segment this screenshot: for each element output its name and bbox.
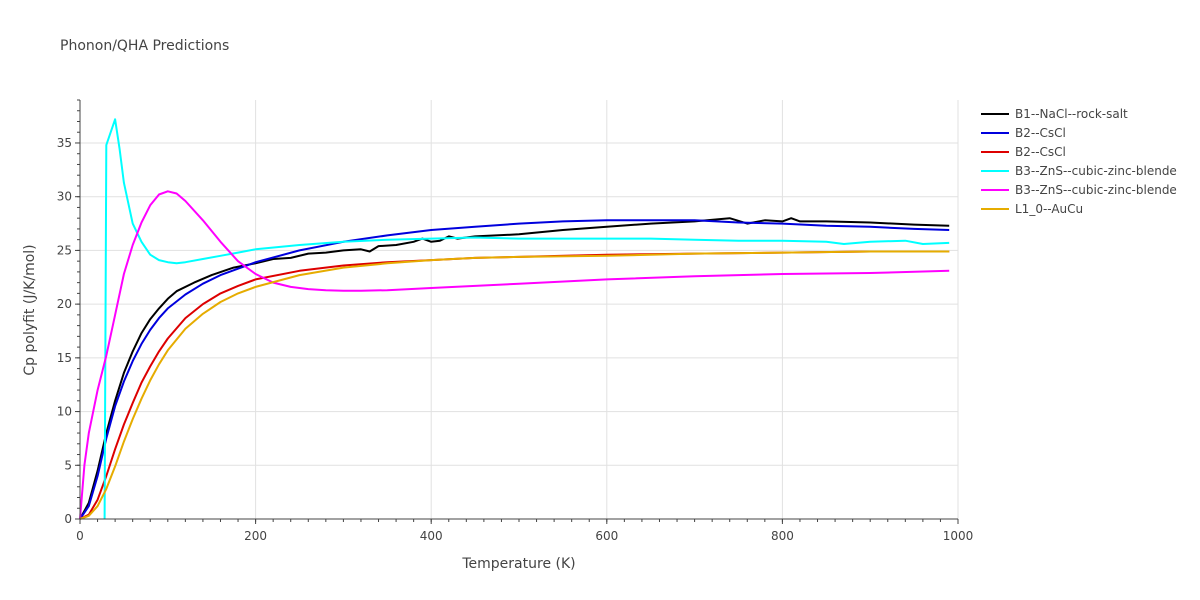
y-tick-label: 5 bbox=[64, 458, 72, 472]
y-tick-label: 30 bbox=[57, 190, 72, 204]
legend-label-5: B3--ZnS--cubic-zinc-blende bbox=[1015, 183, 1177, 197]
series-lines bbox=[79, 118, 950, 520]
legend-label-2: B2--CsCl bbox=[1015, 126, 1066, 140]
y-axis-title: Cp polyfit (J/K/mol) bbox=[22, 244, 38, 375]
chart-title: Phonon/QHA Predictions bbox=[60, 38, 229, 54]
legend-label-4: B3--ZnS--cubic-zinc-blende bbox=[1015, 164, 1177, 178]
series-line-3 bbox=[79, 250, 950, 520]
series-line-6 bbox=[79, 250, 950, 520]
axes: 0 200 400 600 800 1000 0 5 10 15 20 25 30 35 bbox=[57, 99, 974, 543]
y-tick-label: 0 bbox=[64, 512, 72, 526]
y-tick-label: 10 bbox=[57, 405, 72, 419]
x-tick-label: 0 bbox=[76, 529, 84, 543]
x-tick-label: 200 bbox=[244, 529, 267, 543]
series-line-1 bbox=[79, 217, 950, 520]
y-tick-label: 35 bbox=[57, 136, 72, 150]
x-tick-label: 600 bbox=[595, 529, 618, 543]
legend-label-1: B1--NaCl--rock-salt bbox=[1015, 107, 1128, 121]
y-tick-label: 25 bbox=[57, 243, 72, 257]
y-tick-label: 20 bbox=[57, 297, 72, 311]
y-tick-label: 15 bbox=[57, 351, 72, 365]
x-tick-label: 400 bbox=[420, 529, 443, 543]
x-axis-title: Temperature (K) bbox=[461, 556, 575, 572]
series-line-5 bbox=[79, 190, 950, 520]
series-line-2 bbox=[79, 219, 950, 520]
legend-label-3: B2--CsCl bbox=[1015, 145, 1066, 159]
x-tick-label: 1000 bbox=[943, 529, 974, 543]
gridlines bbox=[80, 100, 959, 519]
legend-label-6: L1_0--AuCu bbox=[1015, 202, 1083, 216]
x-tick-label: 800 bbox=[771, 529, 794, 543]
series-line-4 bbox=[103, 118, 950, 520]
legend: B1--NaCl--rock-salt B2--CsCl B2--CsCl B3--Z… bbox=[981, 107, 1177, 216]
